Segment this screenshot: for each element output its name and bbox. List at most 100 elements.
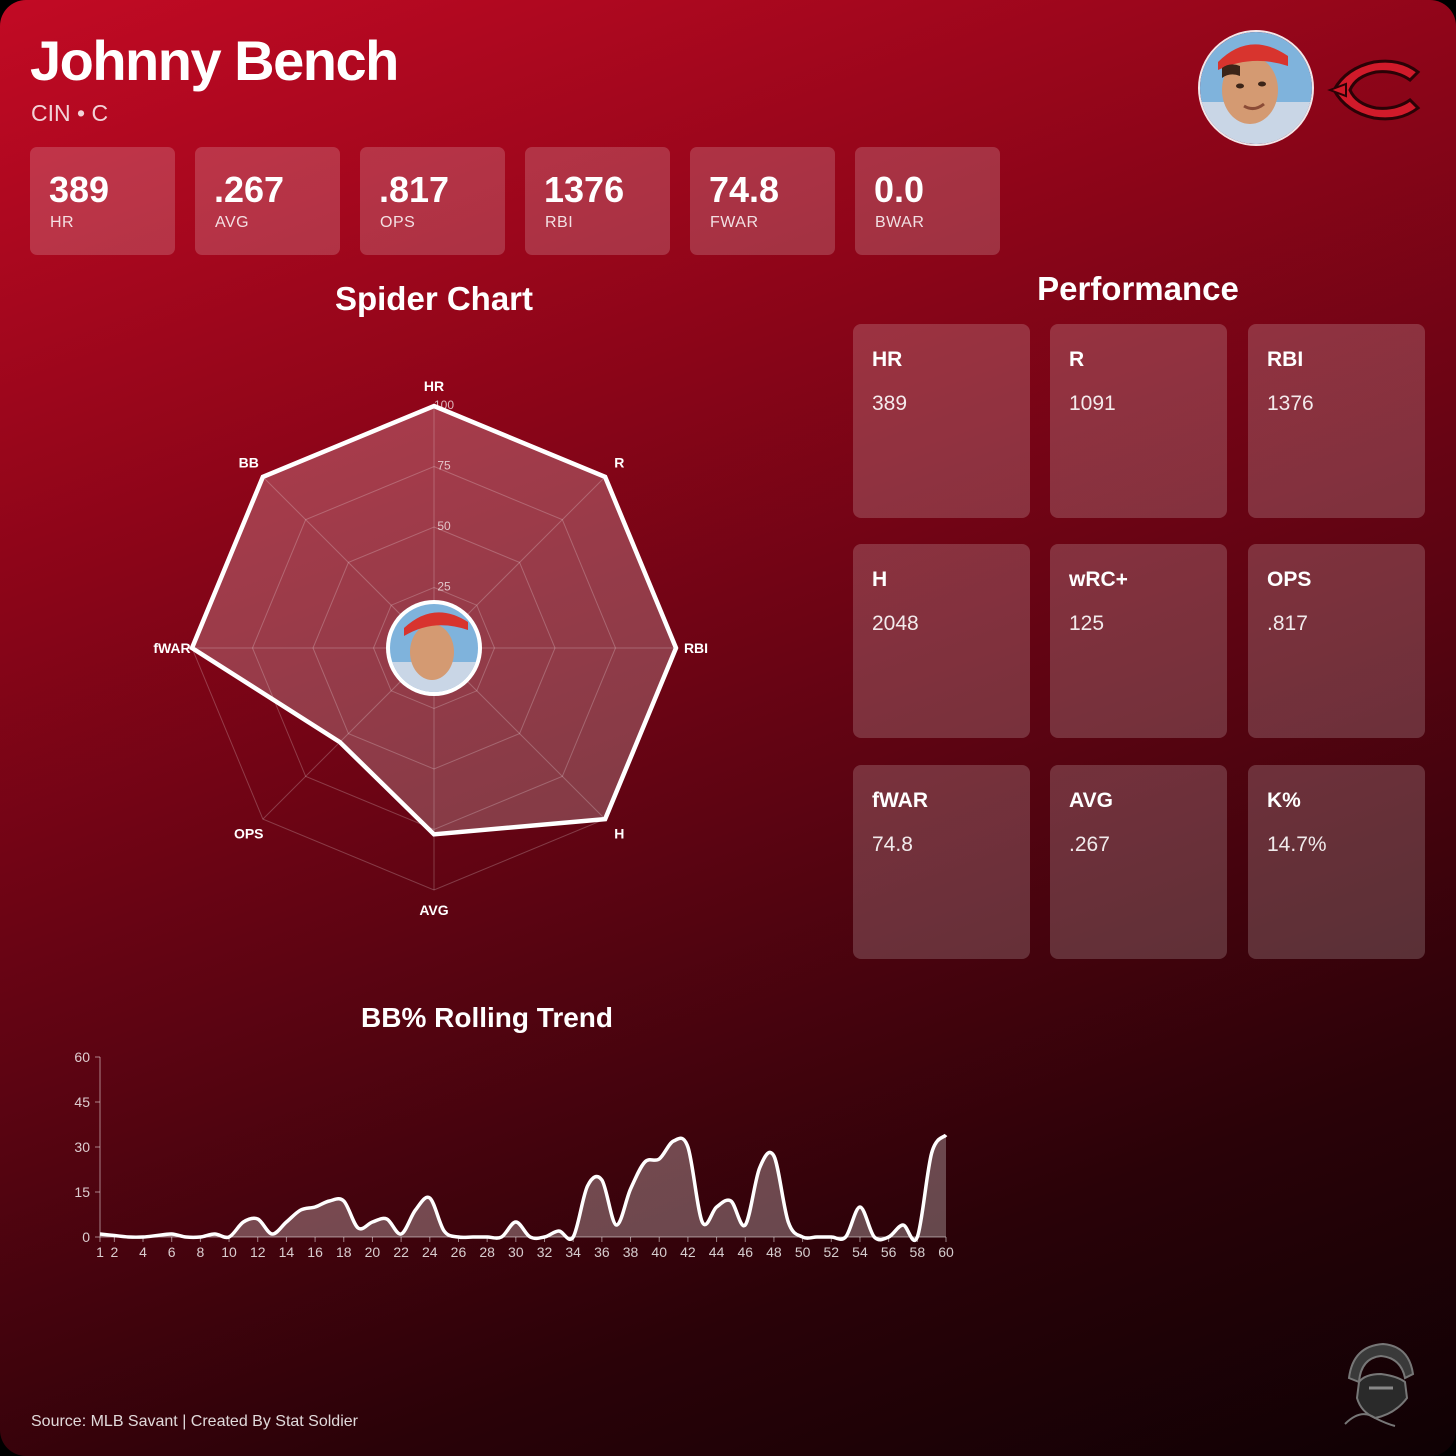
radar-axis-label: R [614,455,624,471]
y-tick-label: 45 [74,1094,90,1110]
perf-label: AVG [1069,789,1113,812]
radar-axis-label: RBI [684,640,708,656]
trend-area-fill [100,1135,946,1241]
perf-value: 1091 [1069,392,1116,415]
stat-tile-avg: .267 AVG [195,147,340,255]
y-tick-label: 0 [82,1229,90,1245]
x-tick-label: 60 [938,1244,954,1260]
stat-label: FWAR [710,214,759,231]
stat-value: 74.8 [709,169,780,210]
x-tick-label: 2 [110,1244,118,1260]
trend-line [99,1133,948,1242]
x-tick-label: 54 [852,1244,868,1260]
perf-tile-k: K% 14.7% [1248,765,1425,959]
radar-tick-label: 50 [437,519,451,533]
perf-label: R [1069,348,1085,371]
perf-tile-wrc: wRC+ 125 [1050,544,1227,738]
x-tick-label: 56 [881,1244,897,1260]
x-tick-label: 10 [221,1244,237,1260]
perf-label: OPS [1267,568,1312,591]
x-tick-label: 24 [422,1244,438,1260]
x-tick-label: 50 [795,1244,811,1260]
x-tick-label: 32 [537,1244,553,1260]
stat-value: .267 [214,169,285,210]
perf-tile-fwar: fWAR 74.8 [853,765,1030,959]
x-tick-label: 4 [139,1244,147,1260]
perf-value: .267 [1069,833,1110,856]
perf-label: RBI [1267,348,1304,371]
radar-axis-label: BB [239,455,259,471]
x-tick-label: 44 [709,1244,725,1260]
spider-chart-title: Spider Chart [334,280,534,317]
stat-value: 0.0 [874,169,925,210]
y-tick-label: 30 [74,1139,90,1155]
radar-axis-label: fWAR [153,640,190,656]
radar-grid-ring [372,586,496,710]
stat-tile-rbi: 1376 RBI [525,147,670,255]
perf-tile-r: R 1091 [1050,324,1227,518]
y-tick-label: 60 [74,1049,90,1065]
stat-label: HR [50,214,75,231]
perf-value: 2048 [872,612,919,635]
x-tick-label: 6 [168,1244,176,1260]
radar-axis-label: OPS [234,825,264,841]
x-tick-label: 42 [680,1244,696,1260]
x-tick-label: 28 [479,1244,495,1260]
x-tick-label: 8 [196,1244,204,1260]
perf-value: 125 [1069,612,1105,635]
y-tick-label: 15 [74,1184,90,1200]
perf-tile-h: H 2048 [853,544,1030,738]
player-avatar [1198,30,1314,146]
x-tick-label: 16 [307,1244,323,1260]
radar-axis-label: HR [424,378,444,394]
radar-axis-label: AVG [419,902,448,918]
stat-tile-fwar: 74.8 FWAR [690,147,835,255]
perf-value: 14.7% [1267,833,1327,856]
x-tick-label: 58 [910,1244,926,1260]
stat-label: AVG [215,214,250,231]
stat-label: RBI [545,214,574,231]
performance-title: Performance [1037,270,1239,307]
radar-tick-label: 100 [434,398,454,412]
x-tick-label: 14 [279,1244,295,1260]
player-team-position: CIN • C [31,100,109,126]
radar-grid-ring [312,526,556,770]
spider-chart: 25 50 75 100 HR R RBI H AVG OPS fWAR BB [153,378,708,918]
perf-label: wRC+ [1069,568,1128,591]
radar-tick-label: 25 [437,580,451,594]
stat-value: .817 [379,169,450,210]
x-tick-label: 22 [393,1244,409,1260]
stat-value: 1376 [544,169,625,210]
stat-tile-hr: 389 HR [30,147,175,255]
stat-tile-bwar: 0.0 BWAR [855,147,1000,255]
radar-axis-label: H [614,825,624,841]
trend-chart-title: BB% Rolling Trend [361,1002,613,1033]
perf-tile-hr: HR 389 [853,324,1030,518]
source-footer: Source: MLB Savant | Created By Stat Sol… [31,1413,358,1430]
radar-grid-ring [251,465,617,831]
perf-value: 389 [872,392,908,415]
x-tick-label: 12 [250,1244,266,1260]
x-tick-label: 40 [651,1244,667,1260]
stat-label: OPS [380,214,416,231]
soldier-helmet-icon [1335,1338,1419,1430]
player-name: Johnny Bench [30,29,399,92]
perf-value: .817 [1267,612,1308,635]
x-tick-label: 18 [336,1244,352,1260]
stat-tile-ops: .817 OPS [360,147,505,255]
perf-label: HR [872,348,903,371]
perf-tile-ops: OPS .817 [1248,544,1425,738]
x-tick-label: 36 [594,1244,610,1260]
perf-tile-avg: AVG .267 [1050,765,1227,959]
x-tick-label: 1 [96,1244,104,1260]
perf-value: 1376 [1267,392,1314,415]
x-tick-label: 30 [508,1244,524,1260]
x-tick-label: 52 [823,1244,839,1260]
x-tick-label: 34 [565,1244,581,1260]
stat-label: BWAR [875,214,925,231]
x-tick-label: 38 [623,1244,639,1260]
reds-c-logo-icon [1326,54,1430,126]
perf-value: 74.8 [872,833,913,856]
